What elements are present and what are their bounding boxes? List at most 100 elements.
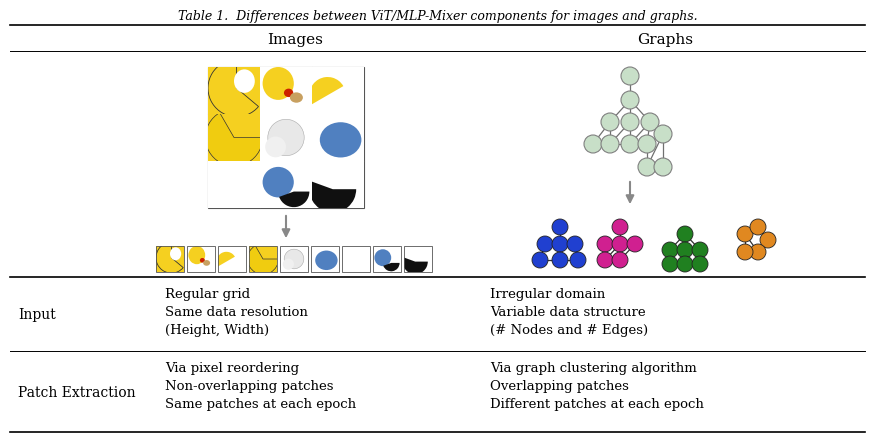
Text: Irregular domain
Variable data structure
(# Nodes and # Edges): Irregular domain Variable data structure… <box>490 287 648 336</box>
Wedge shape <box>248 246 278 275</box>
Circle shape <box>284 250 304 269</box>
Bar <box>208 68 260 115</box>
Bar <box>260 115 312 162</box>
Circle shape <box>677 226 693 243</box>
Wedge shape <box>402 258 428 275</box>
Text: Graphs: Graphs <box>637 33 693 47</box>
Wedge shape <box>206 113 262 167</box>
Circle shape <box>677 256 693 272</box>
Circle shape <box>638 159 656 177</box>
Ellipse shape <box>170 248 181 261</box>
Circle shape <box>654 159 672 177</box>
Circle shape <box>662 243 678 258</box>
Circle shape <box>532 252 548 268</box>
Circle shape <box>621 68 639 86</box>
Ellipse shape <box>262 167 294 198</box>
Circle shape <box>567 237 583 252</box>
Ellipse shape <box>290 93 303 103</box>
Circle shape <box>692 256 708 272</box>
Wedge shape <box>383 263 400 272</box>
Bar <box>218 247 246 272</box>
Bar <box>208 68 260 115</box>
Circle shape <box>584 136 602 154</box>
Bar <box>156 247 184 272</box>
Circle shape <box>552 237 568 252</box>
Bar <box>311 247 339 272</box>
Circle shape <box>265 137 286 158</box>
Wedge shape <box>217 252 234 267</box>
Wedge shape <box>310 182 356 213</box>
Ellipse shape <box>200 258 205 263</box>
Bar <box>187 247 215 272</box>
Bar <box>312 162 364 208</box>
Bar <box>218 247 246 272</box>
Ellipse shape <box>315 251 338 270</box>
Circle shape <box>638 136 656 154</box>
Text: Images: Images <box>267 33 323 47</box>
Bar <box>404 247 432 272</box>
Ellipse shape <box>284 89 293 98</box>
Bar <box>249 247 277 272</box>
Circle shape <box>570 252 586 268</box>
Text: Patch Extraction: Patch Extraction <box>18 385 136 399</box>
Circle shape <box>283 259 294 270</box>
Wedge shape <box>208 60 258 117</box>
Text: Table 1.  Differences between ViT/MLP-Mixer components for images and graphs.: Table 1. Differences between ViT/MLP-Mix… <box>178 10 697 22</box>
Bar <box>280 247 308 272</box>
Text: Via graph clustering algorithm
Overlapping patches
Different patches at each epo: Via graph clustering algorithm Overlappi… <box>490 361 704 410</box>
Bar <box>312 68 364 115</box>
Text: Via pixel reordering
Non-overlapping patches
Same patches at each epoch: Via pixel reordering Non-overlapping pat… <box>165 361 356 410</box>
Ellipse shape <box>374 250 391 267</box>
Circle shape <box>677 243 693 258</box>
Circle shape <box>601 114 619 132</box>
Bar <box>260 162 312 208</box>
Ellipse shape <box>319 123 361 158</box>
Bar <box>312 115 364 162</box>
Circle shape <box>627 237 643 252</box>
Circle shape <box>654 126 672 144</box>
Bar <box>280 247 308 272</box>
Circle shape <box>662 256 678 272</box>
Ellipse shape <box>188 247 206 265</box>
Circle shape <box>268 120 304 156</box>
Bar <box>260 115 312 162</box>
Circle shape <box>737 244 753 261</box>
Circle shape <box>750 244 766 261</box>
Bar <box>373 247 401 272</box>
Circle shape <box>597 252 613 268</box>
Ellipse shape <box>203 261 210 266</box>
Bar <box>208 162 260 208</box>
Bar <box>187 247 215 272</box>
Wedge shape <box>310 78 343 105</box>
Circle shape <box>612 252 628 268</box>
Text: Regular grid
Same data resolution
(Height, Width): Regular grid Same data resolution (Heigh… <box>165 287 308 336</box>
Bar <box>312 162 364 208</box>
Bar <box>249 247 277 272</box>
Bar <box>312 68 364 115</box>
Bar <box>342 247 370 272</box>
Bar <box>208 162 260 208</box>
Circle shape <box>597 237 613 252</box>
Circle shape <box>601 136 619 154</box>
Circle shape <box>621 92 639 110</box>
Bar <box>260 68 312 115</box>
Bar <box>312 115 364 162</box>
Wedge shape <box>279 192 310 208</box>
Ellipse shape <box>234 70 255 94</box>
Circle shape <box>692 243 708 258</box>
Circle shape <box>641 114 659 132</box>
Circle shape <box>737 226 753 243</box>
Circle shape <box>552 219 568 236</box>
Bar <box>373 247 401 272</box>
Bar <box>404 247 432 272</box>
Ellipse shape <box>262 68 294 101</box>
Bar <box>208 115 260 162</box>
Text: Input: Input <box>18 307 56 321</box>
Wedge shape <box>156 243 183 273</box>
Circle shape <box>537 237 553 252</box>
Circle shape <box>750 219 766 236</box>
Circle shape <box>612 237 628 252</box>
Bar <box>260 162 312 208</box>
Bar <box>208 115 260 162</box>
Bar <box>156 247 184 272</box>
